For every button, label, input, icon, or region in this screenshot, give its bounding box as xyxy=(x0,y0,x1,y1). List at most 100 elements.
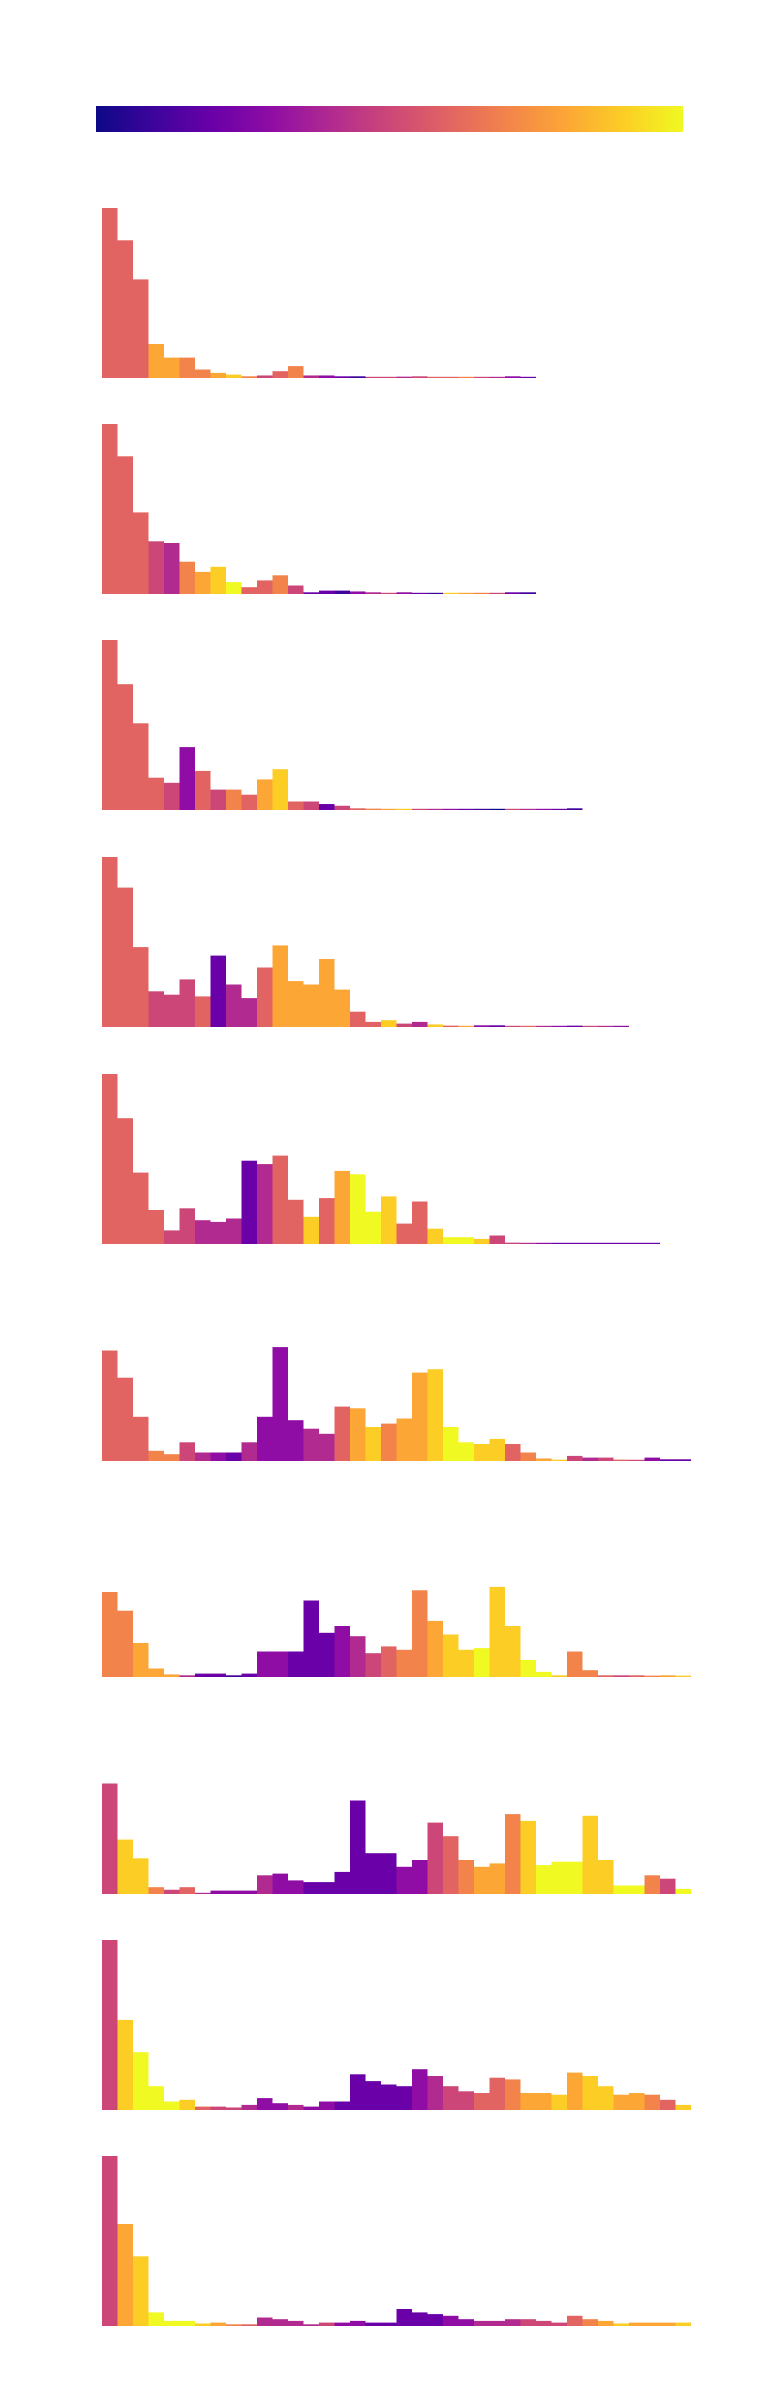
bar xyxy=(427,376,443,378)
bar xyxy=(241,2324,257,2326)
bar xyxy=(164,543,180,594)
bar xyxy=(644,2094,660,2110)
bar xyxy=(629,1675,645,1677)
bar xyxy=(148,991,164,1027)
bar xyxy=(412,2312,428,2326)
bar xyxy=(598,1675,614,1677)
bar xyxy=(334,590,350,594)
bar xyxy=(458,2319,474,2326)
bar xyxy=(613,2323,629,2326)
bar xyxy=(412,2069,428,2110)
bar xyxy=(427,2076,443,2110)
bar xyxy=(474,1025,490,1027)
bar xyxy=(133,1643,149,1677)
bar xyxy=(365,1021,381,1027)
bar xyxy=(427,1369,443,1461)
bar xyxy=(443,1025,459,1027)
bar xyxy=(319,1198,335,1244)
bar xyxy=(257,2317,273,2326)
bar xyxy=(365,1427,381,1461)
bar xyxy=(396,1418,412,1461)
bar xyxy=(443,1836,459,1894)
bar xyxy=(644,1875,660,1894)
bar xyxy=(474,1648,490,1677)
bar xyxy=(210,955,226,1027)
bar xyxy=(350,1174,366,1244)
bar xyxy=(551,1025,567,1027)
bar xyxy=(474,592,490,594)
bar xyxy=(582,1670,598,1677)
bar xyxy=(102,2156,118,2326)
bar xyxy=(148,2312,164,2326)
bar xyxy=(427,1620,443,1677)
bar xyxy=(257,1164,273,1244)
bar xyxy=(148,344,164,378)
bar xyxy=(660,2322,676,2326)
bar xyxy=(195,1220,211,1244)
bar xyxy=(582,1242,598,1244)
bar xyxy=(179,1675,195,1677)
bar xyxy=(164,357,180,378)
bar xyxy=(226,789,242,810)
bar xyxy=(257,779,273,810)
bar xyxy=(365,376,381,378)
bar xyxy=(102,1940,118,2110)
bar xyxy=(303,1428,319,1461)
bar xyxy=(272,1347,288,1461)
bar xyxy=(226,1452,242,1461)
bar xyxy=(675,1459,691,1461)
bar xyxy=(319,804,335,810)
bar xyxy=(520,808,536,810)
bar xyxy=(396,376,412,378)
bar xyxy=(117,2224,133,2326)
bar xyxy=(489,1235,505,1244)
bar xyxy=(489,1586,505,1677)
bar xyxy=(458,2091,474,2110)
bar xyxy=(195,1892,211,1894)
bar xyxy=(241,376,257,378)
bar xyxy=(567,2315,583,2326)
bar xyxy=(365,1853,381,1894)
bar xyxy=(257,580,273,594)
bar xyxy=(272,371,288,378)
bar xyxy=(164,2320,180,2326)
bar xyxy=(427,1024,443,1027)
bar xyxy=(536,1865,552,1894)
bar xyxy=(396,2309,412,2326)
bar xyxy=(551,1242,567,1244)
bar xyxy=(443,808,459,810)
bar xyxy=(505,376,521,378)
bar xyxy=(613,2094,629,2110)
bar xyxy=(179,1442,195,1461)
bar xyxy=(381,1646,397,1677)
bar xyxy=(443,1427,459,1461)
bar xyxy=(164,1889,180,1894)
bar xyxy=(520,376,536,378)
bar xyxy=(257,2098,273,2110)
bar xyxy=(272,575,288,594)
bar xyxy=(660,2099,676,2110)
bar xyxy=(210,2322,226,2326)
bar xyxy=(427,808,443,810)
bar xyxy=(117,456,133,594)
bar xyxy=(520,1452,536,1461)
histogram-1 xyxy=(102,208,536,378)
bar xyxy=(102,1783,118,1894)
bar xyxy=(567,1025,583,1027)
bar xyxy=(644,1457,660,1461)
bar xyxy=(102,208,118,378)
bar xyxy=(210,1452,226,1461)
bar xyxy=(567,1242,583,1244)
bar xyxy=(241,1890,257,1894)
bar xyxy=(427,1822,443,1894)
bar xyxy=(350,1408,366,1461)
bar xyxy=(272,945,288,1027)
bar xyxy=(117,1610,133,1677)
bar xyxy=(350,2074,366,2110)
bar xyxy=(334,989,350,1027)
bar xyxy=(148,777,164,810)
bar xyxy=(195,2323,211,2326)
bar xyxy=(505,1025,521,1027)
bar xyxy=(365,2322,381,2326)
